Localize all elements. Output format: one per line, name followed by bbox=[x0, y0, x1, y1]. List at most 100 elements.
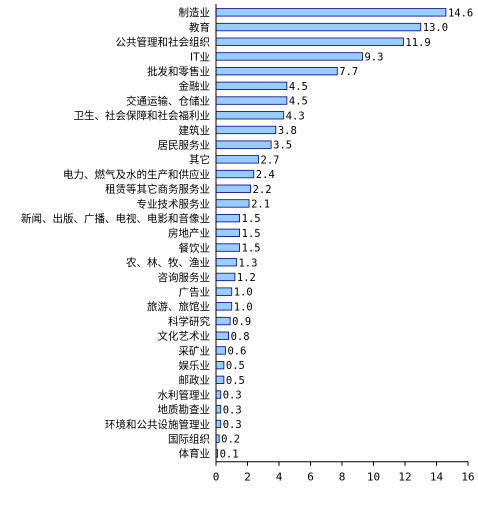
value-label: 0.2 bbox=[221, 434, 240, 446]
x-tick-label: 14 bbox=[430, 471, 444, 484]
bar bbox=[215, 331, 229, 340]
value-label: 3.5 bbox=[273, 140, 292, 152]
bar bbox=[215, 169, 255, 179]
bar bbox=[215, 346, 226, 355]
bar bbox=[215, 22, 422, 32]
value-label: 0.1 bbox=[220, 448, 239, 460]
value-label: 9.3 bbox=[364, 51, 383, 63]
value-label: 0.6 bbox=[227, 345, 246, 357]
value-label: 0.9 bbox=[232, 316, 251, 328]
bars-layer bbox=[215, 8, 447, 458]
category-label: 科学研究 bbox=[168, 315, 210, 328]
value-label: 1.5 bbox=[242, 213, 261, 225]
value-label: 0.3 bbox=[223, 390, 242, 402]
bar bbox=[215, 140, 272, 149]
category-label: 咨询服务业 bbox=[158, 271, 211, 284]
bar bbox=[215, 155, 259, 164]
value-label: 2.2 bbox=[253, 184, 272, 196]
value-label: 2.4 bbox=[256, 169, 275, 181]
category-label: 金融业 bbox=[179, 80, 211, 93]
category-label: 制造业 bbox=[179, 6, 211, 19]
value-label: 0.3 bbox=[223, 404, 242, 416]
x-tick-label: 2 bbox=[244, 471, 251, 484]
category-label: 体育业 bbox=[179, 447, 211, 460]
value-label: 14.6 bbox=[448, 7, 473, 19]
bar bbox=[215, 272, 236, 282]
category-label: 租赁等其它商务服务业 bbox=[105, 183, 210, 196]
bar bbox=[215, 316, 231, 326]
bar bbox=[215, 302, 233, 311]
value-label: 4.3 bbox=[286, 110, 305, 122]
value-label: 0.5 bbox=[226, 360, 245, 372]
category-label: 房地产业 bbox=[168, 227, 210, 240]
value-labels-layer: 14.613.0 11.9 9.3 7.7 4.5 4.5 4.3 3.8 3.5 2.7 2.4 2… bbox=[220, 7, 474, 460]
x-tick-label: 16 bbox=[461, 471, 474, 484]
category-label: 批发和零售业 bbox=[147, 65, 210, 78]
bar bbox=[215, 111, 285, 120]
value-label: 0.8 bbox=[231, 331, 250, 343]
category-label: 广告业 bbox=[179, 285, 211, 298]
bar bbox=[215, 287, 233, 296]
bar bbox=[215, 37, 404, 46]
category-label: 建筑业 bbox=[179, 124, 211, 137]
bar bbox=[215, 228, 241, 238]
bar bbox=[215, 184, 252, 193]
bar bbox=[215, 405, 222, 414]
category-label: 旅游、旅馆业 bbox=[147, 300, 210, 313]
category-label: 邮政业 bbox=[179, 374, 211, 387]
value-label: 13.0 bbox=[423, 22, 448, 34]
x-tick-label: 12 bbox=[398, 471, 411, 484]
bar bbox=[215, 258, 237, 267]
value-label: 0.5 bbox=[226, 375, 245, 387]
value-label: 4.5 bbox=[289, 96, 308, 108]
bar bbox=[215, 125, 277, 135]
axes-layer: 0 2 4 6 8 10 12 14 16 bbox=[213, 4, 475, 484]
x-tick-label: 4 bbox=[276, 471, 283, 484]
bar bbox=[215, 243, 241, 252]
value-label: 1.0 bbox=[234, 287, 253, 299]
category-label: 娱乐业 bbox=[179, 359, 211, 372]
category-label: 教育 bbox=[189, 21, 210, 34]
category-label: 公共管理和社会组织 bbox=[116, 36, 211, 49]
category-label: 电力、燃气及水的生产和供应业 bbox=[63, 168, 210, 181]
bar bbox=[215, 375, 225, 385]
bar bbox=[215, 67, 338, 76]
category-label: 专业技术服务业 bbox=[137, 197, 211, 210]
x-tick-label: 6 bbox=[307, 471, 314, 484]
x-tick-label: 10 bbox=[367, 471, 380, 484]
bar bbox=[215, 360, 225, 370]
category-label: 交通运输、仓储业 bbox=[126, 94, 210, 107]
category-label: 农、林、牧、渔业 bbox=[126, 256, 210, 269]
value-label: 1.0 bbox=[234, 301, 253, 313]
bar bbox=[215, 81, 288, 90]
value-label: 1.2 bbox=[237, 272, 256, 284]
value-label: 11.9 bbox=[405, 37, 430, 49]
bar bbox=[215, 199, 250, 208]
category-label: 国际组织 bbox=[168, 432, 210, 445]
category-label: 水利管理业 bbox=[158, 388, 211, 401]
bar bbox=[215, 390, 222, 399]
value-label: 1.3 bbox=[238, 257, 257, 269]
category-label: IT业 bbox=[190, 51, 210, 63]
bar bbox=[215, 213, 241, 223]
category-label: 居民服务业 bbox=[158, 138, 211, 151]
value-label: 2.7 bbox=[261, 154, 280, 166]
bar bbox=[215, 8, 447, 17]
category-label: 地质勘查业 bbox=[158, 403, 211, 416]
value-label: 4.5 bbox=[289, 81, 308, 93]
category-label: 卫生、社会保障和社会福利业 bbox=[74, 109, 211, 122]
value-label: 7.7 bbox=[339, 66, 358, 78]
bar bbox=[215, 419, 222, 429]
x-tick-label: 0 bbox=[213, 471, 220, 484]
x-tick-label: 8 bbox=[339, 471, 346, 484]
category-label: 文化艺术业 bbox=[158, 330, 211, 343]
bar bbox=[215, 52, 363, 61]
category-label: 环境和公共设施管理业 bbox=[105, 418, 210, 431]
bar bbox=[215, 96, 288, 105]
value-label: 1.5 bbox=[242, 228, 261, 240]
category-label: 餐饮业 bbox=[179, 241, 211, 254]
category-label: 新闻、出版、广播、电视、电影和音像业 bbox=[21, 212, 210, 225]
value-label: 2.1 bbox=[251, 198, 270, 210]
